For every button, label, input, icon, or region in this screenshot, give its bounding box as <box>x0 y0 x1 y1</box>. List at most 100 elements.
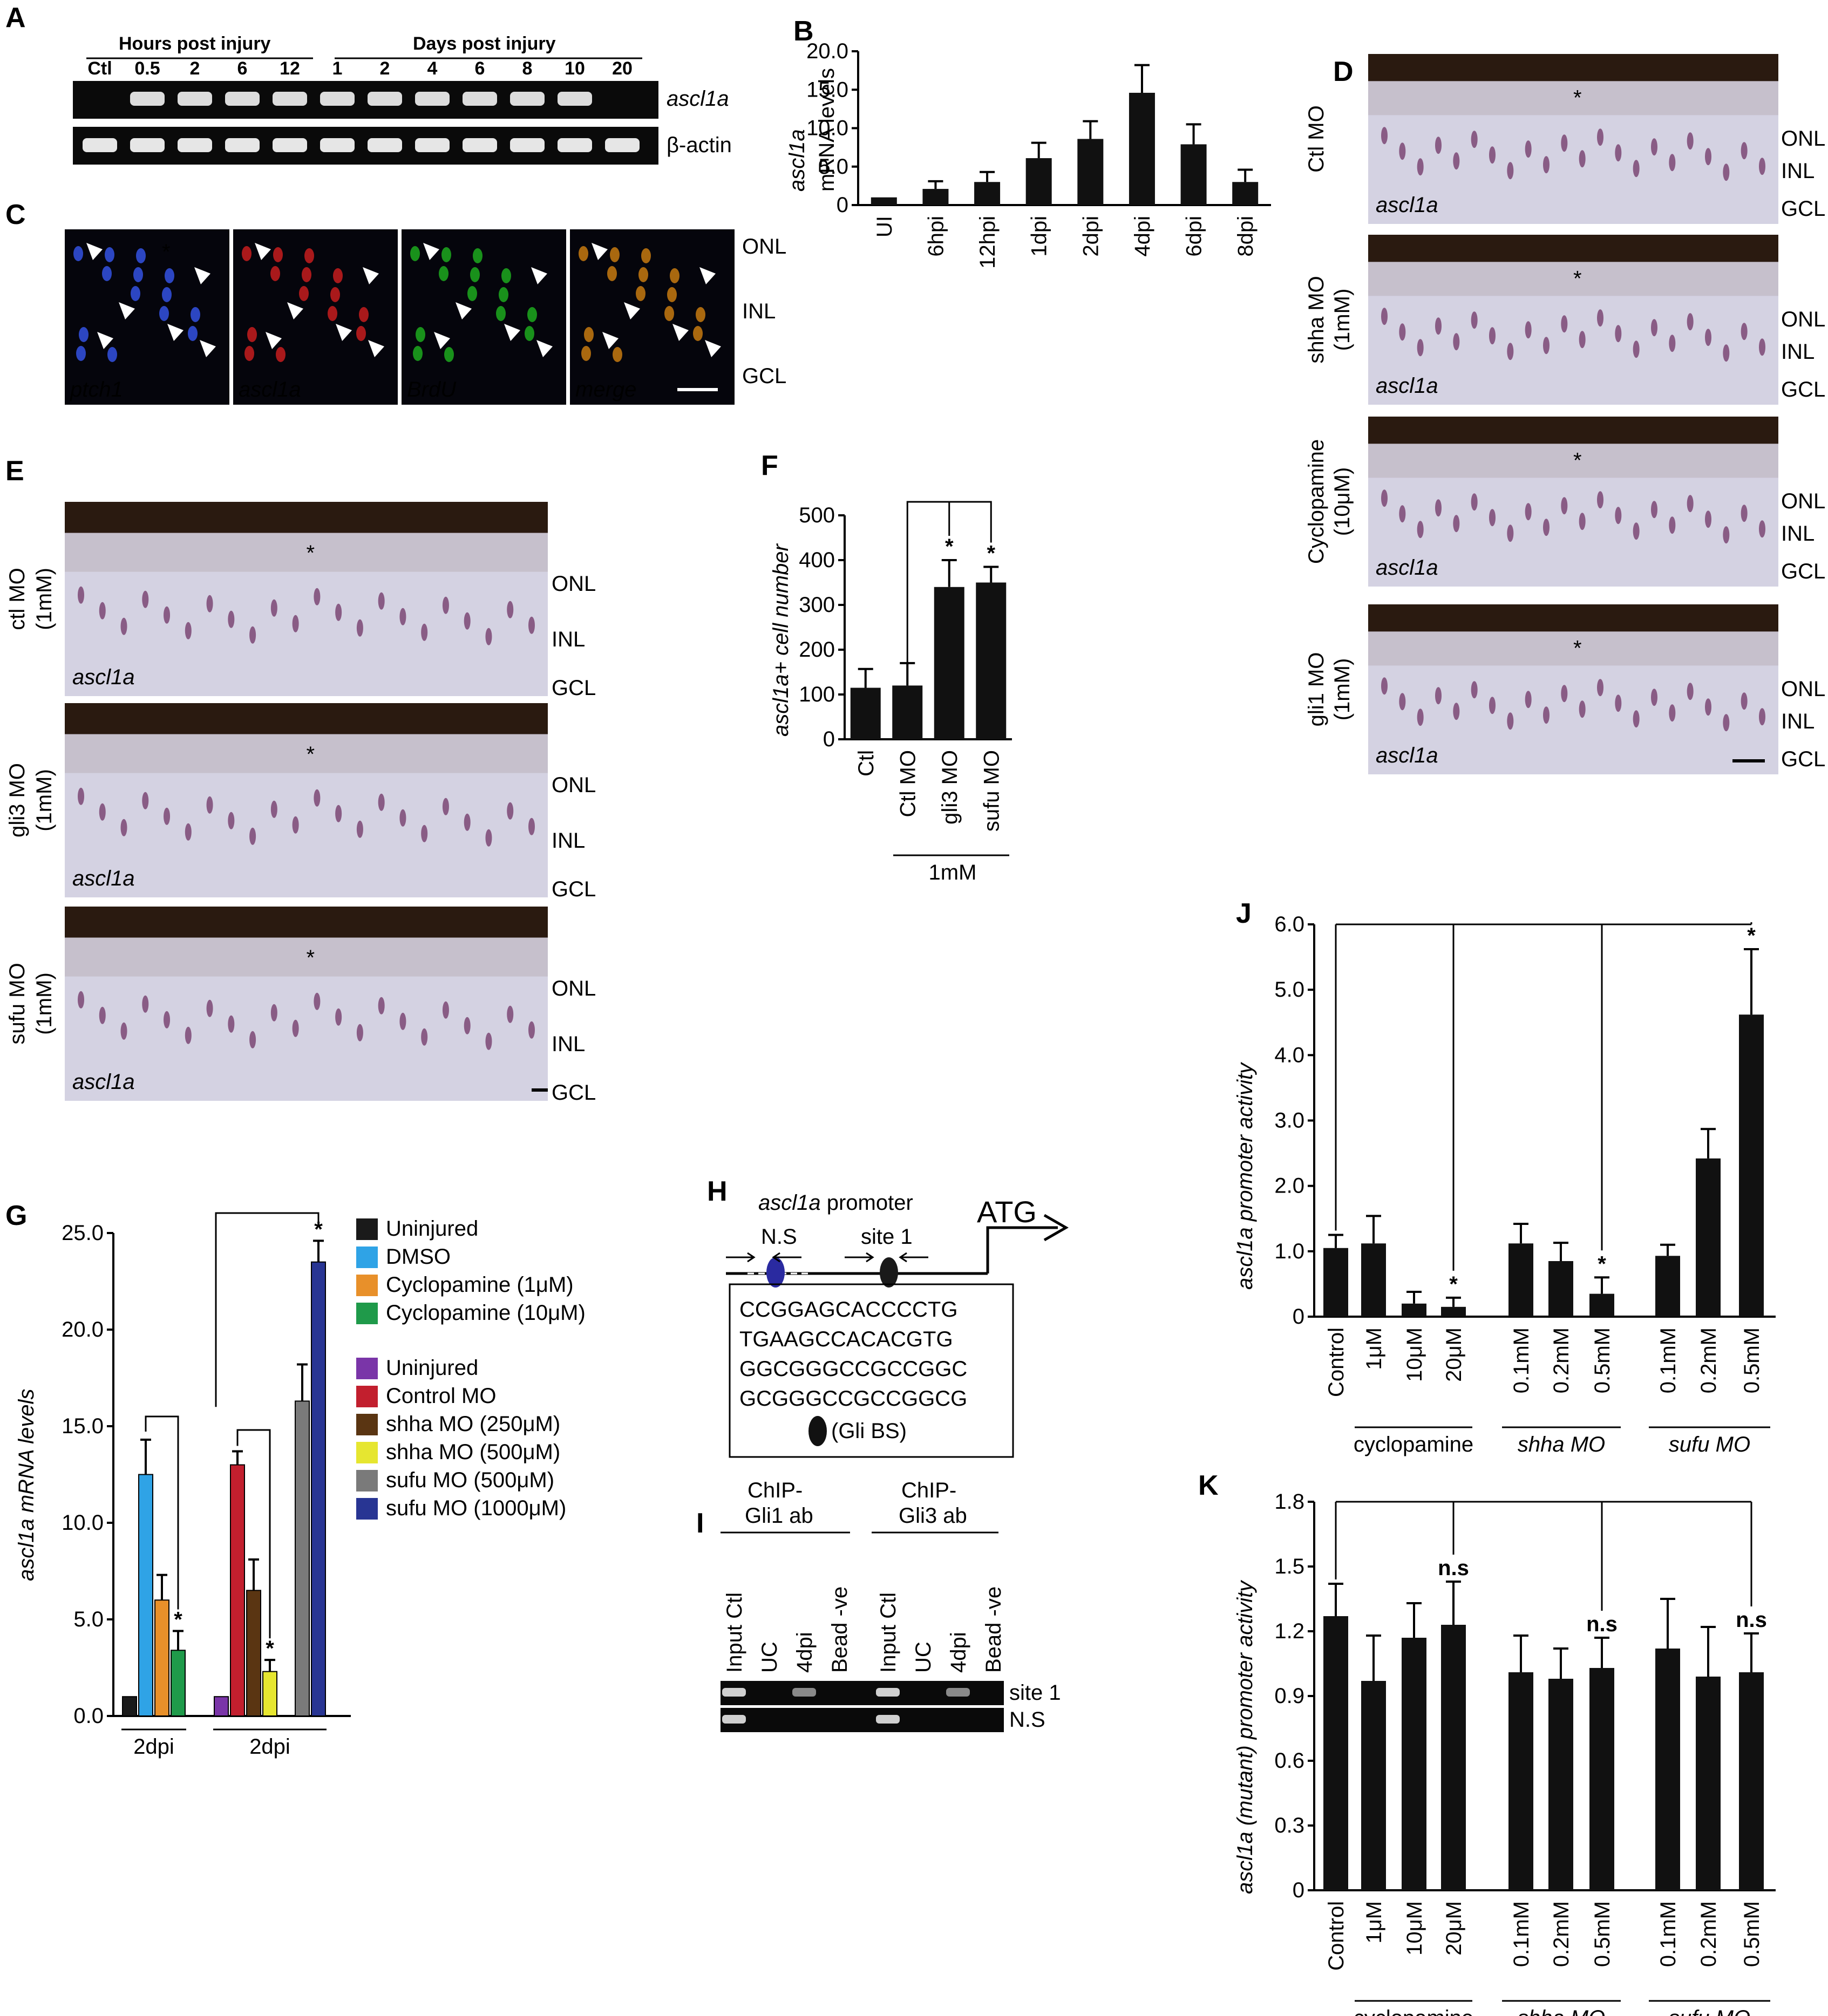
photoreceptor-layer <box>1368 262 1778 296</box>
gel-band <box>876 1688 900 1697</box>
ascl1a-positive-cell <box>292 1019 299 1037</box>
x-tick-label: 10μM <box>1403 1901 1426 1956</box>
gel-lane-label: UC <box>758 1642 782 1673</box>
fluorescent-cell <box>579 246 588 261</box>
ascl1a-positive-cell <box>185 1026 192 1044</box>
gel-band <box>510 92 545 106</box>
ascl1a-positive-cell <box>1399 505 1406 523</box>
panel-j: J ascl1a promoter activity 0 1.0 2.0 3.0 4.0… <box>1233 898 1776 1456</box>
fluorescent-cell <box>638 267 648 282</box>
ascl1a-positive-cell <box>1579 700 1586 718</box>
condition-label-line1: ctl MO <box>5 568 29 630</box>
arrowhead-icon <box>531 267 547 284</box>
legend-swatch <box>356 1470 378 1491</box>
ascl1a-positive-cell <box>485 829 492 847</box>
fluorescent-cell <box>416 327 425 342</box>
y-tick-label: 10.0 <box>806 117 848 140</box>
ascl1a-positive-cell <box>442 1001 449 1019</box>
x-tick-label: gli3 MO <box>938 750 962 825</box>
ascl1a-positive-cell <box>1651 319 1657 337</box>
condition-label-line2: (10μM) <box>1330 467 1354 536</box>
gene-label-actin: β-actin <box>667 133 732 157</box>
condition-label-line2: (1mM) <box>32 972 56 1035</box>
layer-onl: ONL <box>1781 489 1825 513</box>
gel-lane-label: 4dpi <box>947 1632 970 1673</box>
ns-site-label: N.S <box>761 1225 797 1249</box>
y-tick-label: 15.0 <box>62 1414 104 1438</box>
significance-marker: * <box>1449 1272 1458 1296</box>
y-tick-label: 5.0 <box>73 1608 104 1631</box>
y-tick-label: 100 <box>799 683 835 706</box>
x-tick-label: 20μM <box>1442 1327 1466 1382</box>
fluorescent-cell <box>610 247 620 262</box>
injury-site-asterisk-icon: * <box>307 743 315 766</box>
fluorescent-cell <box>496 306 506 321</box>
probe-label: ascl1a <box>1376 374 1438 398</box>
panel-label-i: I <box>696 1508 704 1539</box>
chip-gel: Input Ctl UC 4dpi Bead -ve Input Ctl UC 4dpi Be… <box>721 1586 1005 1732</box>
ascl1a-positive-cell <box>1669 335 1676 352</box>
y-tick-label: 0.0 <box>73 1704 104 1728</box>
legend-swatch <box>356 1414 378 1435</box>
ascl1a-positive-cell <box>464 813 471 831</box>
y-tick-label: 4.0 <box>1274 1043 1304 1067</box>
gel-band <box>558 92 592 106</box>
fluorescent-cell <box>273 247 283 262</box>
fluorescent-cell <box>299 286 309 301</box>
fluorescent-cell <box>439 266 448 281</box>
ascl1a-positive-cell <box>206 999 213 1017</box>
layer-gcl: GCL <box>1781 747 1825 771</box>
bar <box>1180 144 1207 205</box>
x-tick-label: 6hpi <box>924 216 948 257</box>
ascl1a-positive-cell <box>120 617 127 635</box>
fluorescence-image-merge <box>570 229 735 405</box>
ascl1a-positive-cell <box>507 802 514 820</box>
ascl1a-positive-cell <box>1435 687 1442 705</box>
photoreceptor-layer <box>65 734 548 773</box>
gel-band <box>273 138 307 152</box>
ascl1a-positive-cell <box>1561 497 1568 515</box>
pigment-epithelium <box>1368 235 1778 262</box>
chart-j-ylabel: ascl1a promoter activity <box>1233 1061 1257 1290</box>
y-tick-label: 6.0 <box>1274 912 1304 936</box>
ascl1a-positive-cell <box>1669 516 1676 534</box>
ascl1a-positive-cell <box>228 1015 235 1033</box>
y-tick-label: 3.0 <box>1274 1109 1304 1133</box>
gel-band <box>130 138 165 152</box>
x-tick-label: 4dpi <box>1131 216 1154 257</box>
panel-label-g: G <box>5 1200 27 1231</box>
ascl1a-positive-cell <box>1687 495 1694 513</box>
ascl1a-positive-cell <box>1543 156 1550 174</box>
photoreceptor-layer <box>65 533 548 572</box>
y-tick-label: 20.0 <box>62 1318 104 1341</box>
ascl1a-positive-cell <box>1669 704 1676 722</box>
sequence-line: GGCGGGCCGCCGGC <box>739 1357 967 1381</box>
injury-site-asterisk-icon: * <box>162 240 171 264</box>
panel-label-k: K <box>1198 1470 1219 1501</box>
bar <box>1323 1616 1348 1890</box>
bar <box>1025 158 1052 205</box>
ascl1a-positive-cell <box>1471 493 1478 511</box>
bar <box>1441 1625 1466 1890</box>
fluorescent-cell <box>136 248 146 263</box>
y-tick-label: 400 <box>799 548 835 572</box>
tss-arrow-line <box>986 1226 1058 1273</box>
panel-a: A Hours post injury Days post injury Ctl… <box>5 2 732 165</box>
ascl1a-positive-cell <box>1489 697 1496 714</box>
group-label: sufu MO <box>1669 2006 1750 2016</box>
group-label: shha MO <box>1518 2006 1605 2016</box>
bar <box>1696 1158 1721 1317</box>
bar <box>1361 1243 1386 1317</box>
ascl1a-positive-cell <box>206 796 213 814</box>
bar <box>214 1696 229 1717</box>
layer-onl: ONL <box>1781 308 1825 331</box>
bar <box>1739 1672 1764 1890</box>
gel-band <box>225 138 260 152</box>
x-tick-label: 0.2mM <box>1550 1327 1573 1393</box>
legend-label: Cyclopamine (1μM) <box>386 1273 574 1297</box>
bar <box>892 685 923 739</box>
ascl1a-positive-cell <box>1471 311 1478 329</box>
ascl1a-positive-cell <box>1453 703 1460 720</box>
fluorescent-cell <box>413 346 423 361</box>
